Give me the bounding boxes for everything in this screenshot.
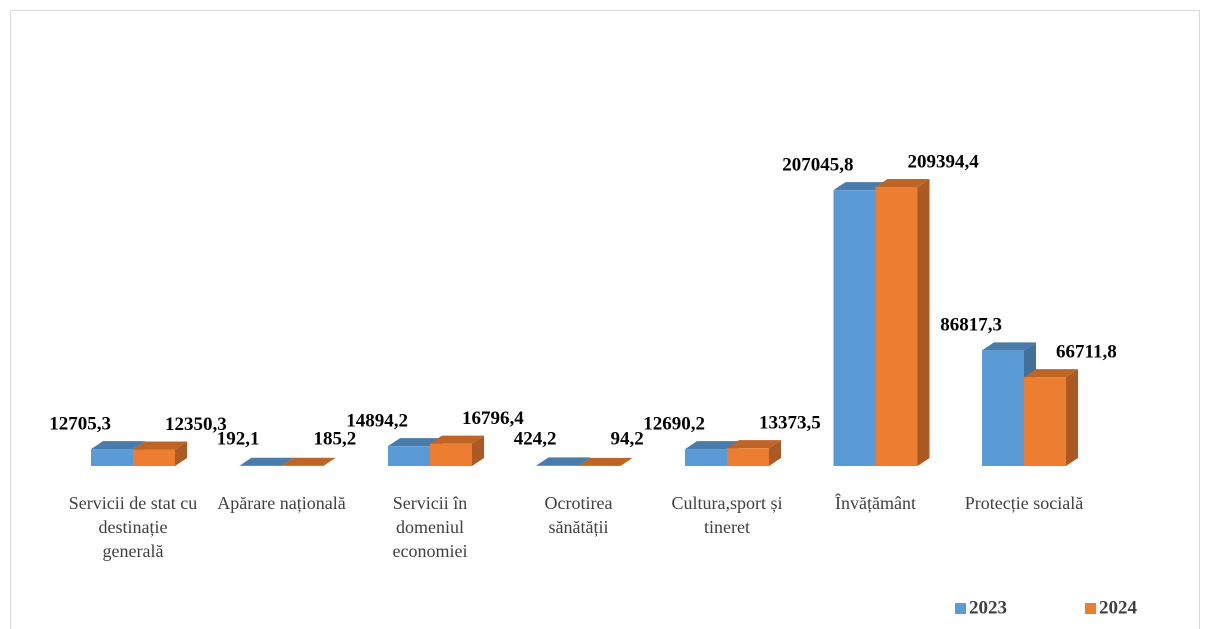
bar-side (323, 457, 336, 466)
bar-side (578, 457, 591, 466)
bar-top (388, 438, 442, 447)
data-label: 12350,3 (165, 414, 227, 435)
legend-label: 2024 (1099, 597, 1138, 618)
x-tick-label: Învățământ (835, 493, 916, 513)
bar-top (536, 457, 591, 466)
x-tick-label: Apărare națională (217, 493, 346, 513)
data-label: 209394,4 (908, 151, 980, 172)
legend-swatch (1085, 603, 1096, 614)
bar (388, 446, 430, 466)
data-label: 424,2 (514, 428, 557, 449)
data-label: 207045,8 (782, 154, 853, 175)
bar-top (430, 435, 484, 444)
data-label: 66711,8 (1056, 341, 1117, 362)
bar-side (472, 435, 484, 466)
bar (1024, 377, 1066, 466)
bar (875, 187, 918, 466)
bar (536, 465, 579, 466)
bar-top (281, 457, 336, 466)
bar-top (727, 440, 781, 449)
data-label: 86817,3 (940, 315, 1002, 336)
data-label: 94,2 (611, 428, 644, 449)
data-label: 192,1 (217, 428, 260, 449)
data-label: 12705,3 (49, 413, 111, 434)
data-label: 14894,2 (346, 411, 408, 432)
bar (982, 350, 1024, 466)
data-label: 12690,2 (643, 413, 705, 434)
bar-top (1024, 369, 1078, 378)
bar-top (982, 342, 1036, 351)
bar-top (833, 182, 888, 191)
bar-top (91, 441, 145, 450)
data-label: 185,2 (314, 428, 357, 449)
bar-side (1066, 369, 1078, 466)
chart-frame (10, 10, 1200, 629)
data-label: 16796,4 (462, 408, 524, 429)
bar (727, 448, 769, 466)
x-tick-label: Protecție socială (964, 493, 1084, 513)
bar-top (133, 441, 187, 450)
data-label: 13373,5 (759, 413, 821, 434)
bar (133, 449, 175, 466)
legend-swatch (955, 603, 966, 614)
x-tick-label: Cultura,sport și tineret (671, 493, 783, 537)
bar-top (875, 179, 930, 187)
bar-side (620, 457, 633, 466)
x-tick-label: Servicii de stat cu destinație generală (68, 493, 198, 561)
bar (91, 449, 133, 466)
bar-top (578, 457, 633, 466)
bar-top (685, 441, 739, 450)
bar (685, 449, 727, 466)
x-tick-label: Ocrotirea sănătății (544, 493, 613, 537)
bar-side (769, 440, 781, 466)
bar-side (175, 441, 187, 466)
bar-top (239, 457, 294, 466)
legend-label: 2023 (969, 597, 1007, 618)
bar (430, 443, 472, 466)
x-tick-label: Servicii în domeniul economiei (392, 493, 468, 561)
bar (833, 190, 876, 466)
bar-side (917, 179, 930, 466)
